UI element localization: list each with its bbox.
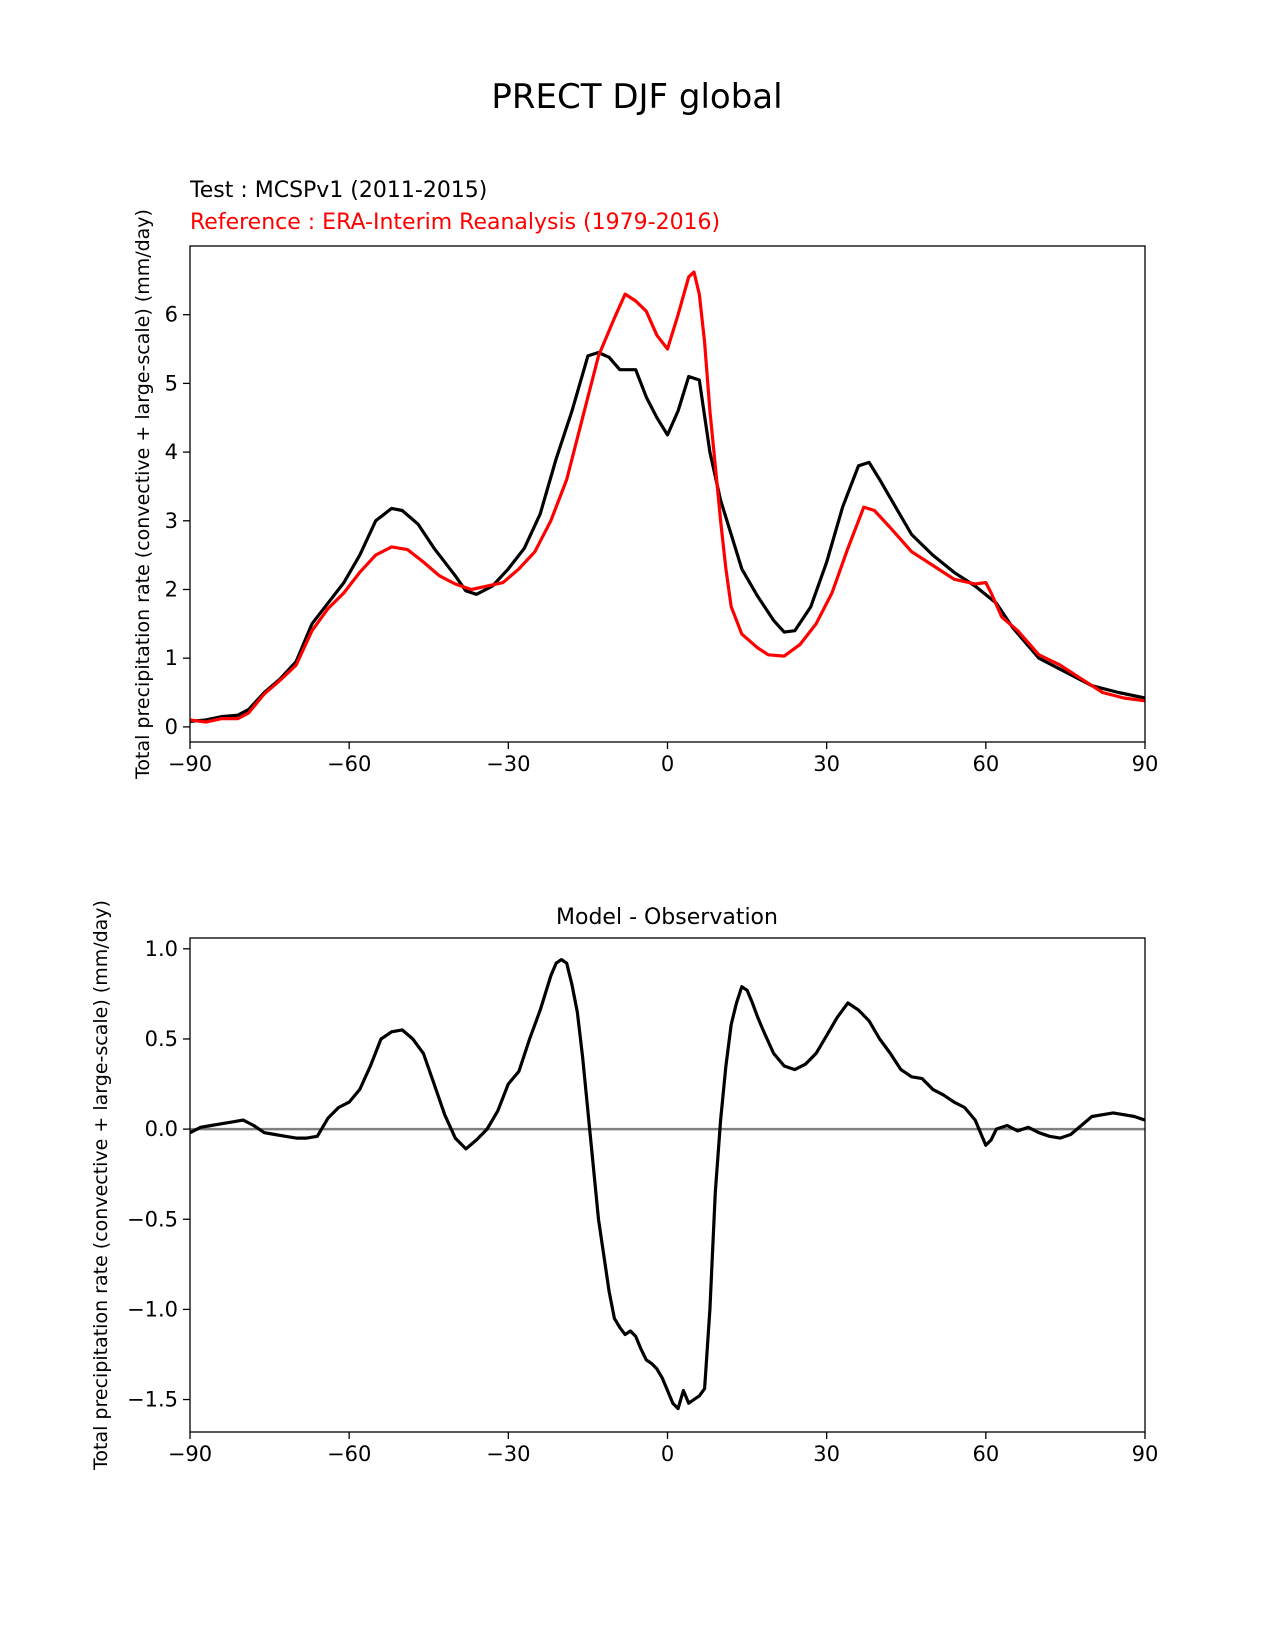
bottom-axes-frame (189, 937, 1146, 1433)
top-x-tick-label: 60 (972, 752, 999, 776)
test-label: Test : MCSPv1 (2011-2015) (189, 178, 487, 203)
bottom-y-axis: 1.0 0.5 0.0 −0.5 −1.0 −1.5 (127, 937, 190, 1412)
bottom-panel-title: Model - Observation (556, 905, 778, 930)
top-x-axis: −90 −60 −30 0 30 60 90 (168, 742, 1159, 776)
bottom-y-tick-label: 1.0 (145, 937, 178, 961)
top-y-tick-label: 3 (165, 509, 178, 533)
bottom-x-tick-label: −30 (486, 1442, 530, 1466)
figure-title: PRECT DJF global (491, 77, 782, 117)
bottom-x-tick-label: −60 (327, 1442, 371, 1466)
top-y-tick-label: 6 (165, 303, 178, 327)
bottom-y-tick-label: −1.0 (127, 1297, 178, 1321)
top-y-tick-label: 0 (165, 715, 178, 739)
bottom-plot-area (190, 958, 1145, 1411)
reference-label: Reference : ERA-Interim Reanalysis (1979… (190, 210, 720, 235)
top-x-tick-label: 30 (813, 752, 840, 776)
top-y-tick-label: 5 (165, 371, 178, 395)
bottom-y-tick-label: 0.0 (145, 1117, 178, 1141)
bottom-x-tick-label: 60 (972, 1442, 999, 1466)
bottom-x-tick-label: 90 (1132, 1442, 1159, 1466)
bottom-y-tick-label: −0.5 (127, 1207, 178, 1231)
bottom-series-test-line (190, 958, 1145, 1411)
top-y-tick-label: 1 (165, 646, 178, 670)
top-x-tick-label: −30 (486, 752, 530, 776)
top-x-tick-label: 90 (1132, 752, 1159, 776)
top-plot-area (190, 270, 1145, 724)
bottom-y-tick-label: −1.5 (127, 1388, 178, 1412)
bottom-x-tick-label: −90 (168, 1442, 212, 1466)
top-y-tick-label: 4 (165, 440, 178, 464)
top-series-test-line (190, 350, 1145, 723)
top-x-tick-label: −90 (168, 752, 212, 776)
top-y-axis: 0 1 2 3 4 5 6 (165, 303, 190, 739)
bottom-x-tick-label: 30 (813, 1442, 840, 1466)
top-x-tick-label: −60 (327, 752, 371, 776)
top-series-reference-line (190, 270, 1145, 724)
bottom-x-axis: −90 −60 −30 0 30 60 90 (168, 1432, 1159, 1466)
top-x-tick-label: 0 (661, 752, 674, 776)
top-y-axis-label: Total precipitation rate (convective + l… (132, 209, 154, 780)
top-y-tick-label: 2 (165, 577, 178, 601)
top-axes-frame (189, 245, 1146, 743)
bottom-y-axis-label: Total precipitation rate (convective + l… (90, 900, 112, 1471)
bottom-x-tick-label: 0 (661, 1442, 674, 1466)
top-panel: Test : MCSPv1 (2011-2015) Reference : ER… (132, 178, 1158, 780)
bottom-panel: Model - Observation −90 −60 −30 0 30 60 90 1.0… (90, 900, 1158, 1471)
bottom-y-tick-label: 0.5 (145, 1027, 178, 1051)
